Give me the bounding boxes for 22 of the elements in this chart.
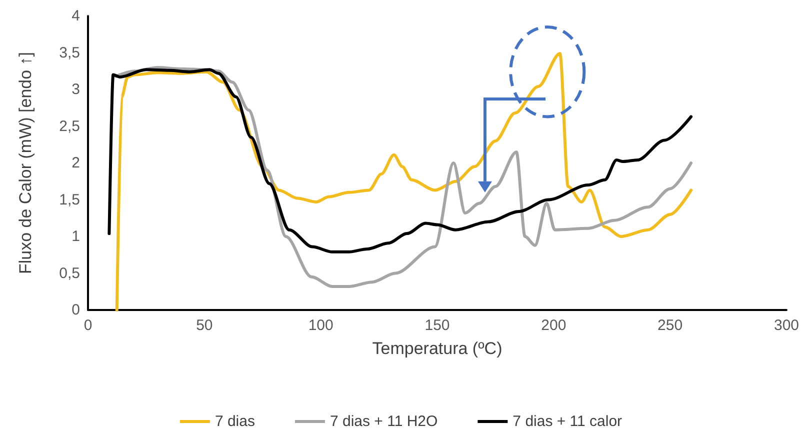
legend-label: 7 dias + 11 calor	[512, 413, 622, 430]
x-tick-label: 100	[308, 317, 334, 334]
x-tick-label: 300	[774, 317, 799, 334]
y-tick-label: 3,5	[59, 44, 80, 62]
y-tick-label: 2,5	[59, 118, 80, 135]
y-tick-label: 4	[72, 8, 80, 24]
x-tick-label: 50	[196, 317, 213, 334]
x-tick-label: 250	[658, 317, 683, 334]
line-series	[108, 68, 693, 254]
legend-label: 7 dias	[214, 413, 255, 430]
x-axis-title: Temperatura (ºC)	[372, 339, 502, 358]
x-tick-label: 200	[541, 317, 566, 334]
y-tick-label: 1	[72, 228, 80, 245]
x-tick-label: 150	[424, 317, 450, 334]
y-tick-label: 3	[72, 81, 80, 98]
x-tick-label: 0	[84, 317, 92, 334]
y-tick-label: 1,5	[59, 191, 80, 208]
y-tick-label: 0	[72, 302, 80, 318]
y-axis-title: Fluxo de Calor (mW) [endo ↑]	[16, 52, 35, 274]
y-tick-label: 0,5	[59, 264, 80, 282]
y-tick-label: 2	[72, 154, 80, 172]
legend-label: 7 dias + 11 H2O	[330, 413, 438, 430]
